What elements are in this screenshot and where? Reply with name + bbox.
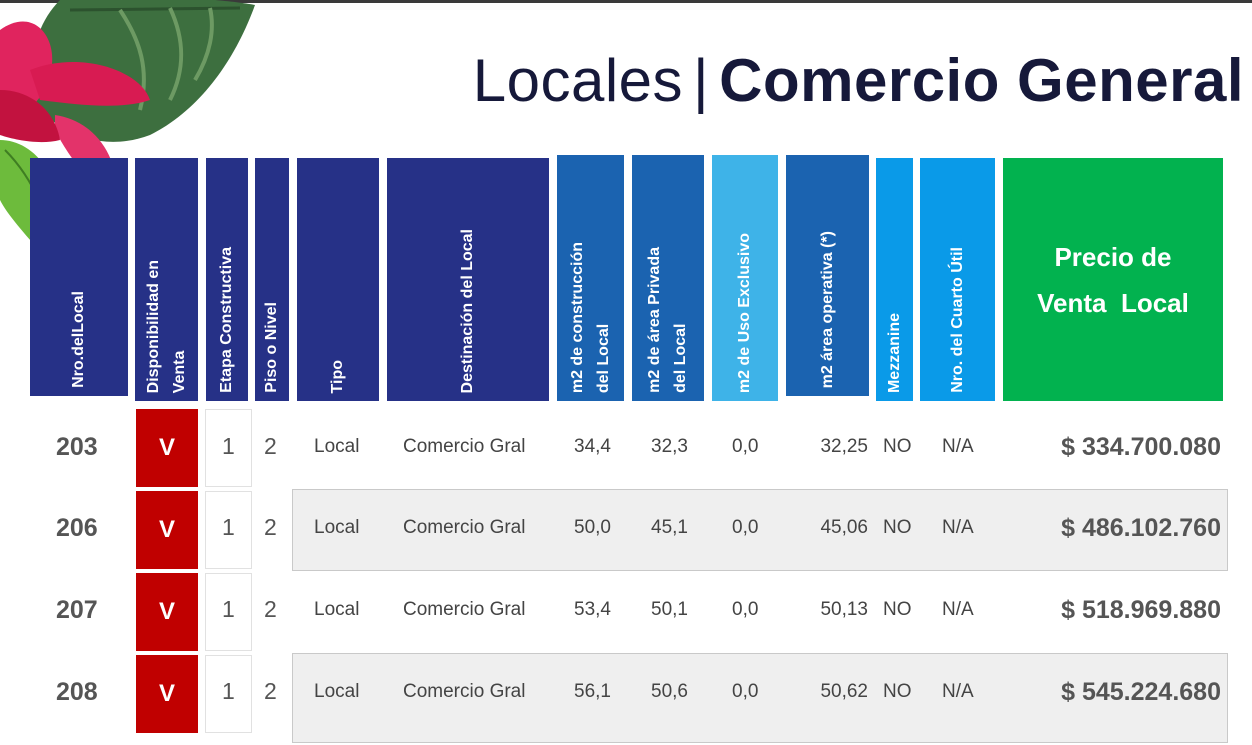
header-piso-nivel: Piso o Nivel — [255, 158, 289, 401]
cell-nro-local: 208 — [56, 678, 98, 706]
cell-etapa: 1 — [222, 433, 235, 459]
header-cuarto-util: Nro. del Cuarto Útil — [920, 158, 995, 401]
cell-precio: $ 334.700.080 — [1061, 433, 1221, 461]
cell-m2-construccion: 56,1 — [574, 681, 611, 702]
availability-badge: V — [136, 491, 198, 569]
availability-badge: V — [136, 573, 198, 651]
cell-etapa: 1 — [222, 596, 235, 622]
header-m2-privada: m2 de área Privada del Local — [632, 155, 704, 401]
cell-etapa: 1 — [222, 514, 235, 540]
title-bold: Comercio General — [719, 47, 1244, 114]
cell-m2-privada: 45,1 — [651, 517, 688, 538]
cell-cuarto-util: N/A — [942, 599, 974, 620]
page-title: Locales | Comercio General — [473, 46, 1244, 115]
header-nro-local: Nro.delLocal — [30, 158, 128, 396]
top-border — [0, 0, 1252, 3]
header-m2-uso-exclusivo: m2 de Uso Exclusivo — [712, 155, 778, 401]
cell-nro-local: 207 — [56, 596, 98, 624]
etapa-cell-box — [205, 491, 252, 569]
title-light: Locales — [472, 47, 684, 114]
cell-m2-operativa: 50,13 — [820, 599, 868, 620]
cell-m2-construccion: 53,4 — [574, 599, 611, 620]
title-separator: | — [693, 47, 710, 114]
cell-mezzanine: NO — [883, 681, 912, 702]
cell-piso: 2 — [264, 596, 277, 622]
cell-destinacion: Comercio Gral — [403, 681, 526, 702]
cell-m2-uso-exclusivo: 0,0 — [732, 517, 759, 538]
cell-tipo: Local — [314, 599, 360, 620]
etapa-cell-box — [205, 655, 252, 733]
row-background — [292, 489, 1228, 571]
cell-cuarto-util: N/A — [942, 681, 974, 702]
header-precio-venta: Precio de Venta Local — [1003, 158, 1223, 401]
cell-destinacion: Comercio Gral — [403, 517, 526, 538]
cell-m2-operativa: 32,25 — [820, 436, 868, 457]
cell-m2-operativa: 50,62 — [820, 681, 868, 702]
cell-m2-uso-exclusivo: 0,0 — [732, 436, 759, 457]
cell-tipo: Local — [314, 681, 360, 702]
header-tipo: Tipo — [297, 158, 379, 401]
cell-piso: 2 — [264, 433, 277, 459]
cell-etapa: 1 — [222, 678, 235, 704]
cell-m2-uso-exclusivo: 0,0 — [732, 599, 759, 620]
cell-cuarto-util: N/A — [942, 436, 974, 457]
cell-destinacion: Comercio Gral — [403, 599, 526, 620]
cell-m2-construccion: 50,0 — [574, 517, 611, 538]
header-destinacion: Destinación del Local — [387, 158, 549, 401]
header-disponibilidad: Disponibilidad en Venta — [135, 158, 198, 401]
cell-nro-local: 206 — [56, 514, 98, 542]
etapa-cell-box — [205, 409, 252, 487]
cell-precio: $ 486.102.760 — [1061, 514, 1221, 542]
cell-cuarto-util: N/A — [942, 517, 974, 538]
cell-piso: 2 — [264, 678, 277, 704]
cell-m2-privada: 50,1 — [651, 599, 688, 620]
cell-m2-privada: 50,6 — [651, 681, 688, 702]
cell-m2-operativa: 45,06 — [820, 517, 868, 538]
cell-destinacion: Comercio Gral — [403, 436, 526, 457]
cell-m2-uso-exclusivo: 0,0 — [732, 681, 759, 702]
cell-precio: $ 518.969.880 — [1061, 596, 1221, 624]
cell-mezzanine: NO — [883, 436, 912, 457]
cell-m2-construccion: 34,4 — [574, 436, 611, 457]
availability-badge: V — [136, 655, 198, 733]
header-m2-construccion: m2 de construcción del Local — [557, 155, 624, 401]
cell-mezzanine: NO — [883, 599, 912, 620]
cell-mezzanine: NO — [883, 517, 912, 538]
row-background — [292, 653, 1228, 743]
header-m2-operativa: m2 área operativa (*) — [786, 155, 869, 396]
cell-m2-privada: 32,3 — [651, 436, 688, 457]
cell-piso: 2 — [264, 514, 277, 540]
header-mezzanine: Mezzanine — [876, 158, 913, 401]
availability-badge: V — [136, 409, 198, 487]
cell-precio: $ 545.224.680 — [1061, 678, 1221, 706]
cell-tipo: Local — [314, 517, 360, 538]
header-etapa-constructiva: Etapa Constructiva — [206, 158, 248, 401]
etapa-cell-box — [205, 573, 252, 651]
cell-tipo: Local — [314, 436, 360, 457]
tropical-leaves-decoration — [0, 0, 255, 280]
cell-nro-local: 203 — [56, 433, 98, 461]
